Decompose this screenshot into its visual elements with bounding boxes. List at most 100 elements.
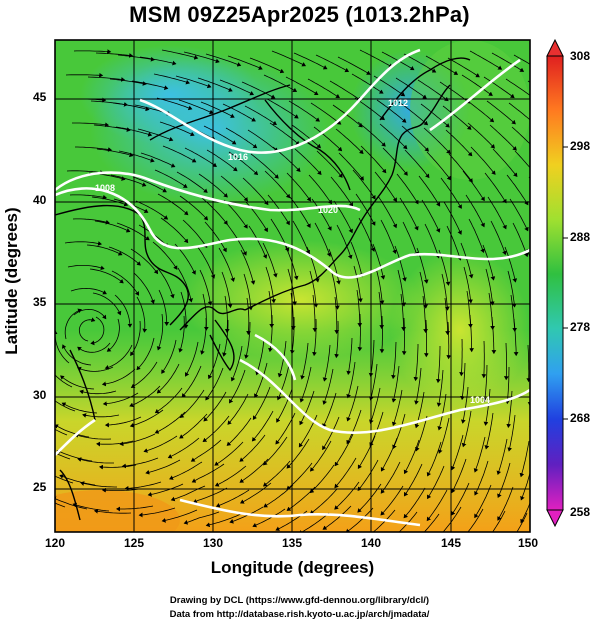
streamline (114, 294, 133, 328)
streamline (465, 194, 485, 228)
streamline (275, 412, 296, 445)
streamline (448, 153, 473, 183)
y-tick-45: 45 (33, 90, 47, 104)
streamline (161, 509, 198, 523)
streamline (110, 174, 147, 187)
streamline (201, 197, 228, 225)
streamline (403, 53, 437, 73)
streamline (357, 435, 376, 469)
streamline (239, 434, 266, 462)
streamline (239, 482, 272, 504)
streamline (96, 148, 134, 158)
streamline (75, 146, 112, 152)
streamline (263, 436, 288, 466)
streamline (426, 489, 448, 522)
streamline (70, 287, 107, 295)
streamline (109, 78, 147, 86)
streamline (119, 433, 156, 447)
streamline (243, 273, 254, 311)
streamline (182, 219, 208, 249)
streamline (55, 400, 76, 412)
credit-data: Data from http://database.rish.kyoto-u.a… (169, 609, 430, 620)
streamline (178, 315, 185, 353)
streamline (292, 220, 311, 255)
streamline (269, 122, 300, 146)
streamline (507, 270, 517, 308)
streamline (403, 439, 420, 475)
streamline (414, 367, 422, 405)
streamline (205, 513, 242, 528)
streamline (215, 489, 250, 508)
streamline (55, 374, 73, 388)
streamline (118, 150, 155, 163)
streamline (197, 77, 233, 92)
streamline (80, 481, 117, 488)
streamline (308, 174, 332, 205)
streamline (101, 487, 140, 493)
streamline (133, 272, 155, 304)
streamline (490, 220, 507, 256)
streamline (101, 368, 136, 387)
streamline (78, 317, 96, 342)
streamline (86, 244, 123, 256)
streamline (244, 322, 251, 359)
colorbar-tick-308: 308 (570, 49, 591, 63)
streamline (64, 241, 102, 246)
streamline (309, 440, 332, 472)
streamline (139, 56, 177, 66)
streamline (423, 513, 440, 532)
streamline (506, 390, 513, 428)
streamline (92, 292, 122, 316)
streamline (183, 51, 220, 64)
streamline (147, 483, 184, 497)
streamline (104, 416, 142, 428)
streamline (291, 124, 321, 149)
streamline (73, 49, 112, 54)
streamline (444, 297, 450, 336)
streamline (529, 273, 530, 275)
streamline (252, 386, 271, 420)
streamline (219, 79, 255, 96)
streamline (65, 72, 104, 78)
streamline (161, 339, 177, 374)
streamline (90, 316, 105, 346)
streamline (129, 409, 164, 428)
streamline (206, 149, 238, 172)
streamline (440, 177, 462, 209)
streamline (334, 457, 357, 489)
streamline (377, 195, 398, 229)
streamline (55, 428, 68, 436)
streamline (536, 321, 539, 357)
streamline (152, 241, 178, 270)
streamline (483, 388, 491, 426)
streamline (205, 53, 242, 67)
streamline (161, 49, 199, 60)
streamline (467, 508, 484, 532)
streamline (214, 465, 247, 487)
streamline (77, 342, 111, 353)
streamline (180, 291, 189, 329)
streamline (526, 344, 530, 383)
streamline (179, 413, 208, 439)
streamline (437, 417, 450, 454)
streamline (497, 486, 514, 521)
streamline (106, 318, 120, 352)
streamline (227, 55, 263, 70)
streamline (481, 340, 487, 379)
streamline (293, 52, 328, 70)
streamline (401, 125, 429, 152)
streamline (462, 170, 485, 202)
streamline (450, 434, 464, 471)
streamline (516, 512, 528, 532)
streamline (332, 104, 363, 128)
streamline (486, 100, 516, 125)
streamline (157, 193, 189, 216)
streamline (427, 465, 445, 500)
streamline (398, 101, 429, 126)
streamline (446, 321, 452, 360)
streamline (94, 220, 131, 233)
streamline (294, 148, 322, 175)
streamline (404, 149, 430, 179)
streamline (214, 441, 244, 466)
streamline (218, 247, 236, 282)
